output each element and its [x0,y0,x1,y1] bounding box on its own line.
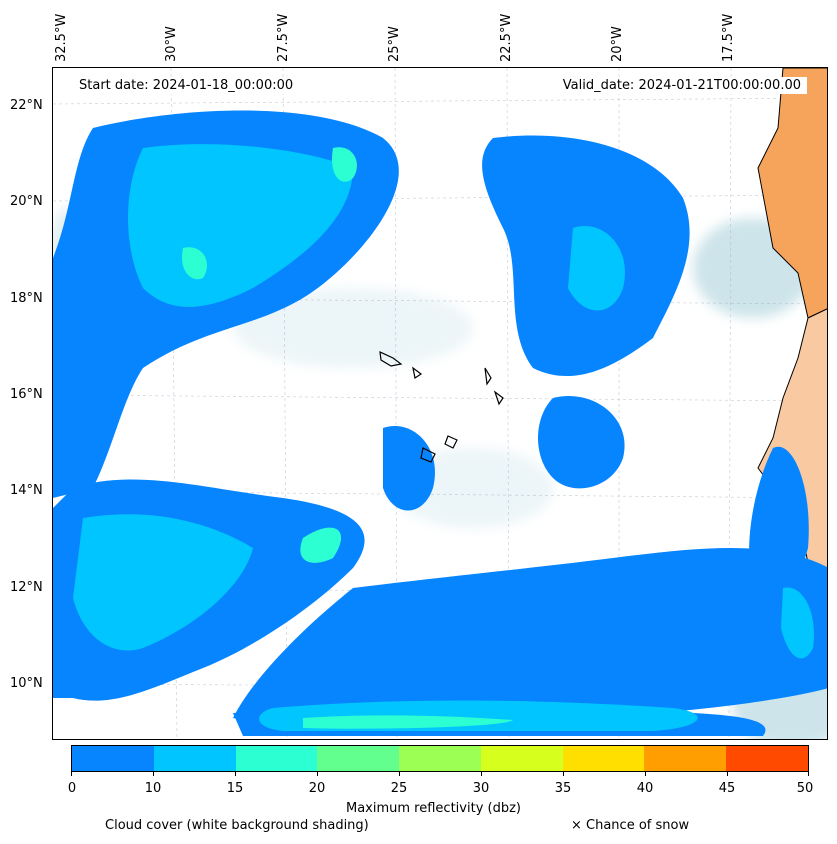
colorbar-tick-label: 0 [67,781,77,796]
island [412,366,423,379]
reflectivity-region [332,147,357,182]
lat-label: 20°N [10,194,43,209]
colorbar-segment [153,746,236,771]
colorbar-segment [72,746,154,771]
reflectivity-region [303,715,513,729]
colorbar-tickmark [645,772,646,776]
reflectivity-map[interactable]: Start date: 2024-01-18_00:00:00 Valid_da… [52,67,828,740]
reflectivity-region [73,514,253,651]
island [420,447,436,463]
colorbar-segment [399,746,481,771]
colorbar-tick-label: 45 [718,781,736,796]
lat-label: 18°N [10,291,43,306]
reflectivity-region [182,247,207,280]
lat-label: 14°N [10,483,43,498]
colorbar [71,745,809,772]
colorbar-tick-label: 40 [636,781,654,796]
colorbar-tick-label: 30 [472,781,490,796]
lon-label: 27.5°W [276,13,291,62]
reflectivity-region [233,548,827,726]
lat-label: 12°N [10,580,43,595]
cloud-cover-legend: Cloud cover (white background shading) [105,818,369,833]
colorbar-tickmark [235,772,236,776]
reflectivity-region [568,226,625,311]
colorbar-segment [480,746,563,771]
colorbar-tickmark [727,772,728,776]
colorbar-tick-label: 20 [308,781,326,796]
lat-label: 22°N [10,98,43,113]
cloud-patch [233,288,473,368]
lon-label: 25°W [387,26,402,62]
snow-legend: × Chance of snow [571,818,690,833]
lon-label: 32.5°W [54,13,69,62]
colorbar-segment [562,746,645,771]
colorbar-tick-label: 35 [554,781,572,796]
lon-label: 22.5°W [499,13,514,62]
reflectivity-region [749,446,809,596]
valid-date-label: Valid_date: 2024-01-21T00:00:00.00 [556,77,807,94]
island [444,435,458,449]
map-canvas [53,68,827,739]
cape-verde-islands [379,351,504,463]
colorbar-tick-label: 15 [226,781,244,796]
reflectivity-region [781,587,814,659]
colorbar-label: Maximum reflectivity (dbz) [346,801,521,816]
colorbar-segment [317,746,400,771]
colorbar-tick-label: 25 [390,781,408,796]
colorbar-segment [726,746,809,771]
lon-label: 20°W [610,26,625,62]
colorbar-tickmark [563,772,564,776]
colorbar-tickmark [808,772,809,776]
island [484,367,492,386]
lat-label: 10°N [10,676,43,691]
reflectivity-region [300,527,342,563]
reflectivity-layer [53,110,827,736]
lat-label: 16°N [10,387,43,402]
colorbar-tickmark [399,772,400,776]
reflectivity-region [383,426,435,511]
colorbar-tickmark [317,772,318,776]
colorbar-segment [235,746,318,771]
colorbar-tick-label: 10 [144,781,162,796]
colorbar-tickmark [481,772,482,776]
island [493,390,504,406]
colorbar-tickmark [153,772,154,776]
colorbar-tickmark [71,772,72,776]
lon-label: 17.5°W [721,13,736,62]
colorbar-tick-label: 50 [796,781,814,796]
land-mass [757,68,827,319]
reflectivity-region [538,396,625,489]
island [379,351,403,367]
start-date-label: Start date: 2024-01-18_00:00:00 [73,77,300,94]
lon-label: 30°W [164,26,179,62]
colorbar-segment [644,746,727,771]
